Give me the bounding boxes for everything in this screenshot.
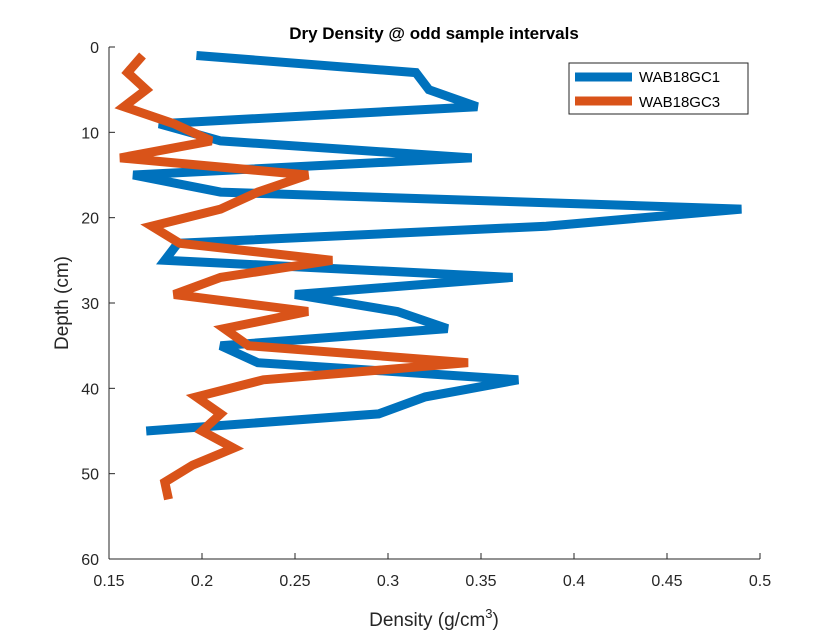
x-tick-label: 0.35: [465, 573, 496, 590]
y-axis-label: Depth (cm): [52, 256, 73, 350]
x-axis-label-end: ): [493, 610, 499, 630]
x-tick-label: 0.15: [93, 573, 124, 590]
y-tick-label: 50: [81, 467, 99, 484]
y-tick-label: 20: [81, 211, 99, 228]
legend: WAB18GC1 WAB18GC3: [568, 62, 749, 115]
x-axis-label-main: Density (g/cm: [369, 610, 485, 630]
ticks-layer: 0.15 0.2 0.25 0.3 0.35 0.4 0.45 0.5 0 10 20 30 40 50 6…: [81, 40, 771, 590]
legend-label-wab18gc1: WAB18GC1: [639, 69, 720, 86]
x-tick-label: 0.25: [279, 573, 310, 590]
y-tick-label: 40: [81, 381, 99, 398]
y-tick-label: 60: [81, 552, 99, 569]
x-axis-label-sup: 3: [485, 606, 492, 621]
x-tick-label: 0.5: [749, 573, 771, 590]
series-layer: [114, 51, 742, 501]
series-line-wab18gc3: [114, 52, 469, 501]
x-tick-label: 0.45: [651, 573, 682, 590]
x-tick-label: 0.3: [377, 573, 399, 590]
legend-label-wab18gc3: WAB18GC3: [639, 94, 720, 111]
y-tick-label: 30: [81, 296, 99, 313]
y-tick-label: 10: [81, 125, 99, 142]
chart-title: Dry Density @ odd sample intervals: [289, 24, 579, 43]
x-axis-label: Density (g/cm3): [369, 606, 499, 630]
x-tick-label: 0.2: [191, 573, 213, 590]
x-tick-label: 0.4: [563, 573, 585, 590]
y-tick-label: 0: [90, 40, 99, 57]
